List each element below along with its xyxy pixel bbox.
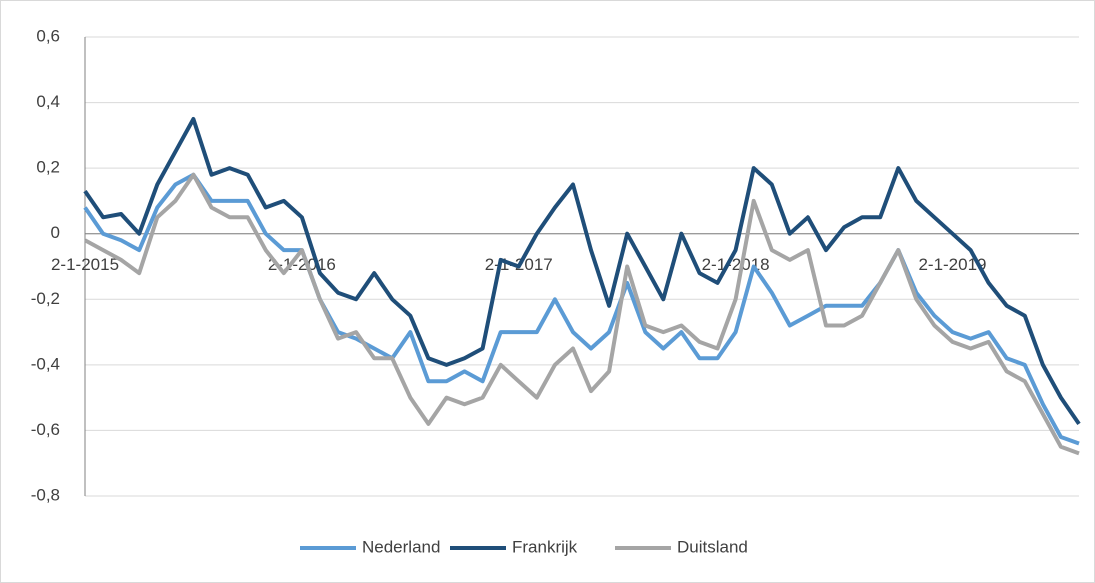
y-tick-label: -0,8	[31, 485, 60, 504]
y-tick-label: 0,4	[36, 92, 60, 111]
x-tick-label: 2-1-2019	[918, 255, 986, 274]
legend-label: Duitsland	[677, 537, 748, 556]
y-tick-label: -0,6	[31, 420, 60, 439]
legend-label: Frankrijk	[512, 537, 578, 556]
y-tick-label: -0,4	[31, 354, 60, 373]
legend-label: Nederland	[362, 537, 440, 556]
y-tick-label: -0,2	[31, 289, 60, 308]
y-tick-label: 0,2	[36, 158, 60, 177]
line-series	[84, 172, 1080, 456]
y-tick-label: 0,6	[36, 26, 60, 45]
x-tick-label: 2-1-2015	[51, 255, 119, 274]
y-tick-label: 0	[51, 223, 60, 242]
line-series	[83, 117, 1081, 426]
